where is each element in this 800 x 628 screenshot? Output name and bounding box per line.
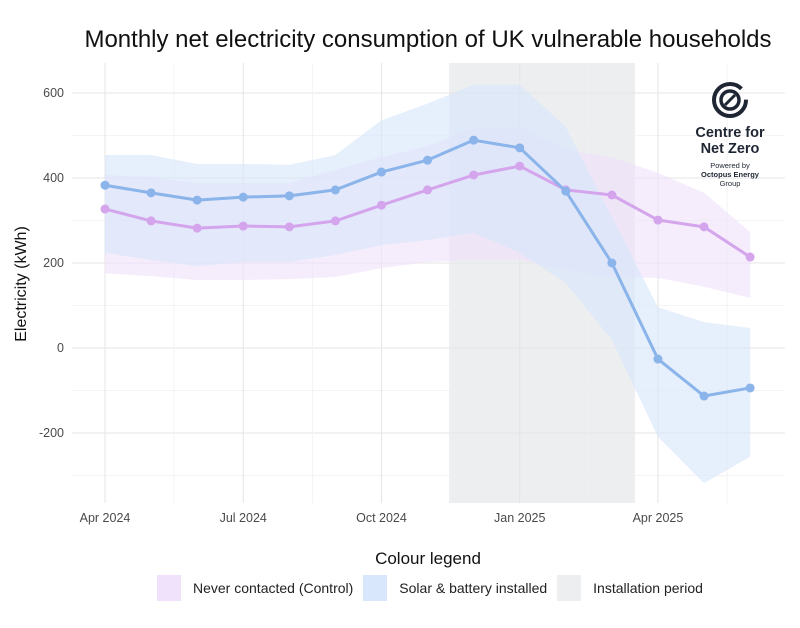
data-point-solar <box>607 258 617 268</box>
data-point-control <box>469 170 479 180</box>
data-point-control <box>515 161 525 171</box>
y-tick-label: 600 <box>43 86 64 100</box>
legend-swatch-installation <box>557 575 582 601</box>
data-point-control <box>100 204 110 214</box>
legend-label-installation: Installation period <box>593 580 703 596</box>
data-point-solar <box>745 383 755 393</box>
x-tick-label: Jan 2025 <box>494 511 545 525</box>
legend-label-solar: Solar & battery installed <box>399 580 548 596</box>
legend-item-solar: Solar & battery installed <box>363 575 547 601</box>
data-point-solar <box>515 143 525 153</box>
data-point-control <box>238 221 248 231</box>
x-tick-label: Apr 2024 <box>80 511 131 525</box>
data-point-control <box>699 222 709 232</box>
logo-line2: Net Zero <box>700 141 760 157</box>
logo-company2: Group <box>719 179 741 188</box>
data-point-solar <box>469 135 479 145</box>
y-tick-label: 200 <box>43 256 64 270</box>
data-point-control <box>745 252 755 262</box>
legend-title: Colour legend <box>375 549 481 568</box>
legend-item-control: Never contacted (Control) <box>157 575 353 601</box>
chart-title: Monthly net electricity consumption of U… <box>84 26 772 53</box>
logo-powered: Powered by <box>710 161 750 170</box>
data-point-solar <box>423 155 433 165</box>
data-point-solar <box>699 391 709 401</box>
data-point-solar <box>146 188 156 198</box>
data-point-control <box>192 223 202 233</box>
y-tick-label: 400 <box>43 171 64 185</box>
data-point-solar <box>238 192 248 202</box>
data-point-solar <box>330 185 340 195</box>
confidence-band-solar <box>105 84 751 484</box>
data-point-solar <box>192 195 202 205</box>
data-point-solar <box>653 354 663 364</box>
legend: Never contacted (Control) Solar & batter… <box>157 575 713 601</box>
data-point-control <box>423 185 433 195</box>
x-tick-label: Oct 2024 <box>356 511 407 525</box>
logo-company1: Octopus Energy <box>701 170 759 179</box>
x-tick-label: Apr 2025 <box>633 511 684 525</box>
data-point-control <box>146 216 156 226</box>
data-point-control <box>284 222 294 232</box>
centre-for-net-zero-logo: Centre for Net Zero Powered by Octopus E… <box>682 80 778 188</box>
data-point-control <box>607 190 617 200</box>
data-point-solar <box>284 191 294 201</box>
data-point-control <box>376 200 386 210</box>
legend-item-installation: Installation period <box>557 575 703 601</box>
data-point-solar <box>561 186 571 196</box>
data-point-solar <box>100 180 110 190</box>
logo-line1: Centre for <box>695 125 765 141</box>
legend-swatch-control <box>157 575 181 601</box>
chart-plot: 600 400 200 0 -200 Apr 2024 Jul 2024 Oct 2024 Ja… <box>39 63 785 525</box>
legend-swatch-solar <box>363 575 388 601</box>
data-point-control <box>330 216 340 226</box>
data-point-control <box>653 215 663 225</box>
data-point-solar <box>376 167 386 177</box>
target-logo-icon <box>712 82 748 118</box>
x-tick-label: Jul 2024 <box>220 511 267 525</box>
y-tick-label: 0 <box>57 341 64 355</box>
legend-label-control: Never contacted (Control) <box>193 580 354 596</box>
y-tick-label: -200 <box>39 426 64 440</box>
